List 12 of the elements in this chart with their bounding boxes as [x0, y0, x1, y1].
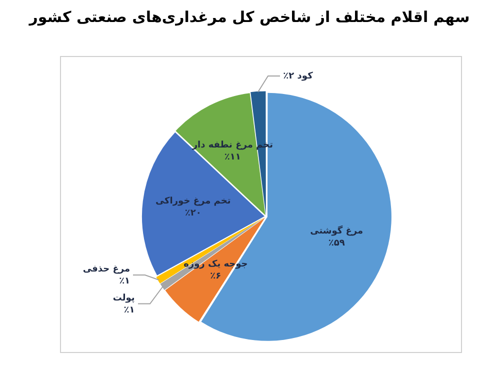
data-label: ٪۵۹ [328, 238, 346, 248]
slice-label: ٪۲ کود [283, 72, 314, 82]
data-label: ٪۲۰ [184, 208, 202, 219]
chart-title: سهم اقلام مختلف از شاخص کل مرغداری‌های صنعتی کشور [28, 8, 471, 26]
data-label: ٪۱۱ [224, 152, 241, 162]
slice-label: مرغ حذفی [82, 264, 130, 274]
slice-label: تخم مرغ خوراکی [155, 196, 231, 207]
slice-label: پولت [112, 294, 135, 304]
data-label: ٪۱ [119, 276, 130, 286]
data-label: ٪۱ [124, 306, 135, 316]
slice-label: مرغ گوشتی [310, 224, 364, 236]
data-label: ٪۶ [210, 271, 222, 282]
